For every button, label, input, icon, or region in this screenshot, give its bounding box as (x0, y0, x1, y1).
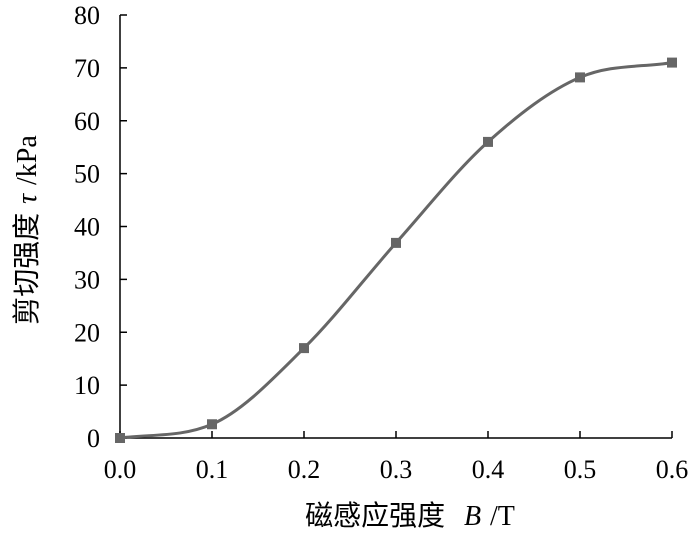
y-tick-label: 0 (87, 424, 100, 453)
plot-area (115, 57, 677, 443)
x-tick-label: 0.0 (104, 455, 137, 484)
y-tick-label: 80 (74, 1, 100, 30)
data-point-marker (575, 72, 585, 83)
x-tick-label: 0.5 (564, 455, 597, 484)
y-axis-title: 剪切强度 τ /kPa (10, 135, 43, 325)
y-axis-title-text: 剪切强度 (10, 213, 43, 325)
x-axis-title: 磁感应强度 B /T (305, 499, 515, 532)
data-point-marker (115, 433, 125, 443)
data-point-marker (667, 57, 677, 68)
data-point-marker (483, 136, 493, 147)
x-tick-label: 0.1 (196, 455, 229, 484)
data-point-marker (299, 343, 309, 354)
y-tick-label: 40 (74, 213, 100, 242)
x-axis: 0.0 0.1 0.2 0.3 0.4 0.5 0.6 (104, 431, 689, 484)
x-axis-title-text: 磁感应强度 (305, 499, 445, 532)
x-tick-label: 0.4 (472, 455, 505, 484)
x-tick-label: 0.2 (288, 455, 321, 484)
y-tick-label: 50 (74, 160, 100, 189)
x-tick-label: 0.6 (656, 455, 689, 484)
x-tick-label: 0.3 (380, 455, 413, 484)
y-tick-label: 60 (74, 107, 100, 136)
data-point-marker (391, 237, 401, 248)
x-axis-title-unit: /T (490, 501, 515, 532)
y-tick-label: 20 (74, 318, 100, 347)
x-axis-title-variable: B (464, 501, 481, 532)
y-tick-label: 70 (74, 54, 100, 83)
y-axis-title-variable: τ (12, 193, 43, 204)
y-tick-label: 30 (74, 265, 100, 294)
y-axis: 0 10 20 30 40 50 60 70 80 (74, 1, 127, 453)
y-axis-title-unit: /kPa (12, 135, 43, 185)
y-tick-label: 10 (74, 371, 100, 400)
series-line (119, 61, 673, 440)
data-point-marker (207, 419, 217, 430)
